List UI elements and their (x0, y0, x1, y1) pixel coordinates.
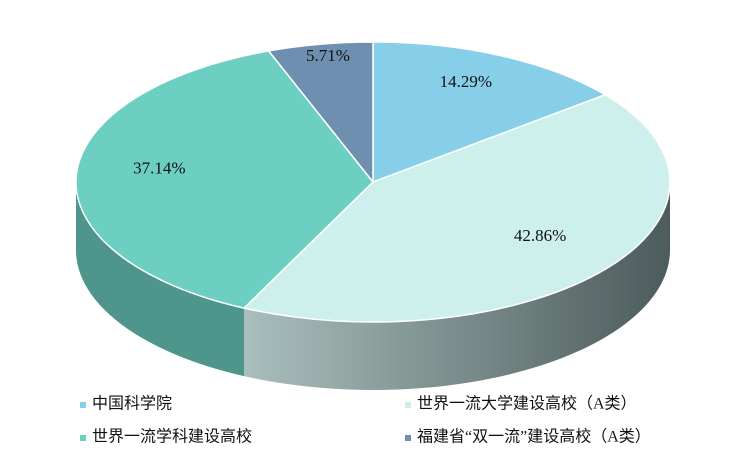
data-label: 5.71% (306, 46, 350, 65)
pie-slice (267, 41, 374, 185)
legend-label: 中国科学院 (92, 395, 172, 413)
data-label: 14.29% (440, 72, 492, 91)
pie-slice (75, 50, 375, 309)
legend-swatch (405, 402, 411, 408)
data-labels: 14.29% 42.86% 37.14% 5.71% (133, 46, 566, 245)
legend-label: 福建省“双一流”建设高校（A类） (417, 428, 651, 446)
legend-label: 世界一流学科建设高校 (92, 428, 252, 446)
legend-swatch (80, 435, 86, 441)
pie-sides (76, 182, 670, 390)
legend: 中国科学院 世界一流大学建设高校（A类） 世界一流学科建设高校 福建省“双一流”建设高… (80, 395, 651, 446)
legend-label: 世界一流大学建设高校（A类） (417, 395, 637, 413)
pie-side (244, 182, 670, 390)
data-label: 42.86% (514, 226, 566, 245)
data-label: 37.14% (133, 158, 185, 177)
pie-slice (242, 93, 671, 323)
pie-side (76, 182, 245, 377)
pie-slice (372, 41, 607, 184)
pie-tops (75, 41, 671, 323)
legend-swatch (405, 435, 411, 441)
legend-swatch (80, 402, 86, 408)
